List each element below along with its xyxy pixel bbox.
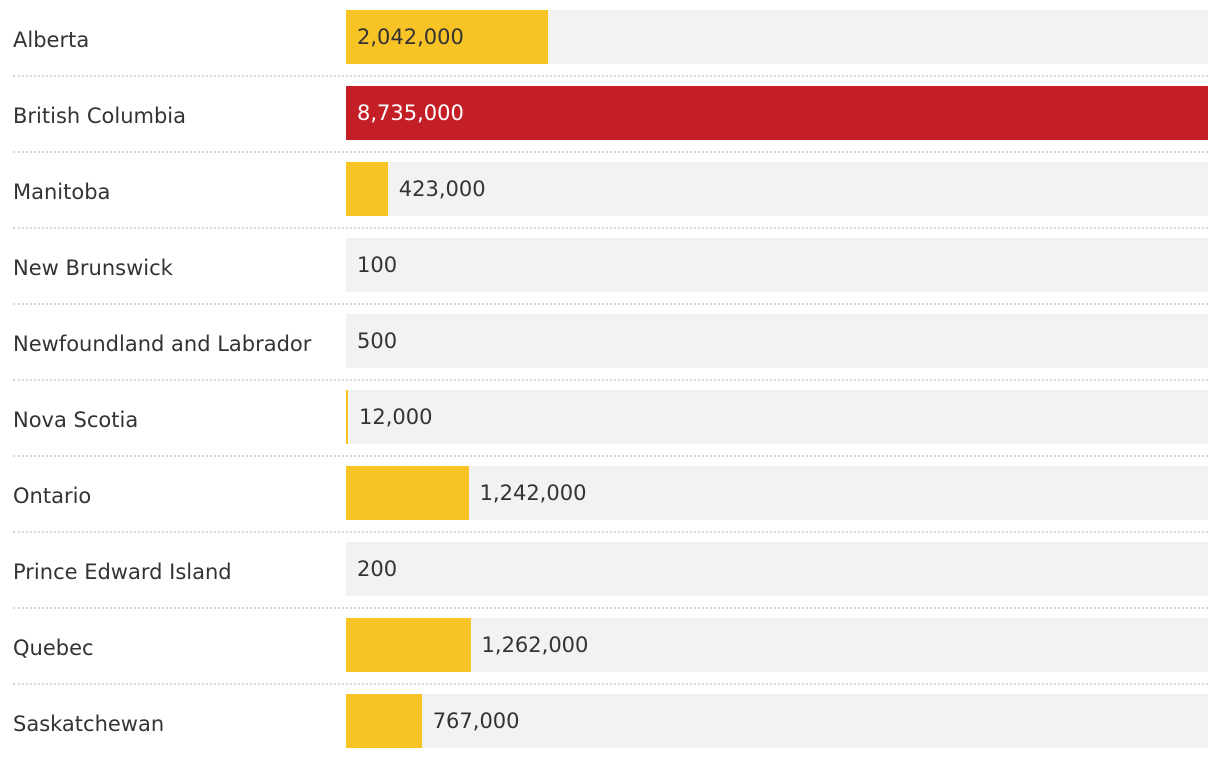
value-label: 12,000 [359, 404, 432, 430]
category-label: Saskatchewan [13, 711, 164, 737]
bar-track: 500 [346, 314, 1208, 368]
bar-row: Prince Edward Island 200 [13, 542, 1208, 618]
bar-row: New Brunswick 100 [13, 238, 1208, 314]
value-label: 423,000 [399, 176, 486, 202]
category-label: Manitoba [13, 179, 110, 205]
row-divider [13, 683, 1208, 685]
row-divider [13, 531, 1208, 533]
bar-row: Quebec 1,262,000 [13, 618, 1208, 694]
bar-track: 12,000 [346, 390, 1208, 444]
bar [346, 86, 1208, 140]
bar-row: Ontario 1,242,000 [13, 466, 1208, 542]
bar [346, 694, 422, 748]
category-label: Newfoundland and Labrador [13, 331, 311, 357]
bar-row: Saskatchewan 767,000 [13, 694, 1208, 770]
bar-row: British Columbia 8,735,000 [13, 86, 1208, 162]
bar [346, 466, 469, 520]
row-divider [13, 227, 1208, 229]
category-label: Quebec [13, 635, 94, 661]
bar-row: Manitoba 423,000 [13, 162, 1208, 238]
category-label: New Brunswick [13, 255, 173, 281]
bar-track: 200 [346, 542, 1208, 596]
bar [346, 162, 388, 216]
bar [346, 390, 348, 444]
bar-track: 2,042,000 [346, 10, 1208, 64]
bar-track: 8,735,000 [346, 86, 1208, 140]
bar [346, 618, 471, 672]
bar-track: 1,242,000 [346, 466, 1208, 520]
bar-row: Newfoundland and Labrador 500 [13, 314, 1208, 390]
value-label: 2,042,000 [357, 24, 464, 50]
category-label: Prince Edward Island [13, 559, 232, 585]
value-label: 8,735,000 [357, 100, 464, 126]
bar-track: 423,000 [346, 162, 1208, 216]
bar-track: 1,262,000 [346, 618, 1208, 672]
value-label: 500 [357, 328, 397, 354]
row-divider [13, 379, 1208, 381]
category-label: Alberta [13, 27, 89, 53]
value-label: 767,000 [433, 708, 520, 734]
category-label: British Columbia [13, 103, 186, 129]
row-divider [13, 151, 1208, 153]
row-divider [13, 75, 1208, 77]
category-label: Ontario [13, 483, 91, 509]
bar-track: 100 [346, 238, 1208, 292]
bar-track: 767,000 [346, 694, 1208, 748]
row-divider [13, 303, 1208, 305]
category-label: Nova Scotia [13, 407, 138, 433]
value-label: 100 [357, 252, 397, 278]
value-label: 1,242,000 [480, 480, 587, 506]
bar-row: Alberta 2,042,000 [13, 10, 1208, 86]
bar-row: Nova Scotia 12,000 [13, 390, 1208, 466]
value-label: 1,262,000 [482, 632, 589, 658]
row-divider [13, 607, 1208, 609]
row-divider [13, 455, 1208, 457]
value-label: 200 [357, 556, 397, 582]
